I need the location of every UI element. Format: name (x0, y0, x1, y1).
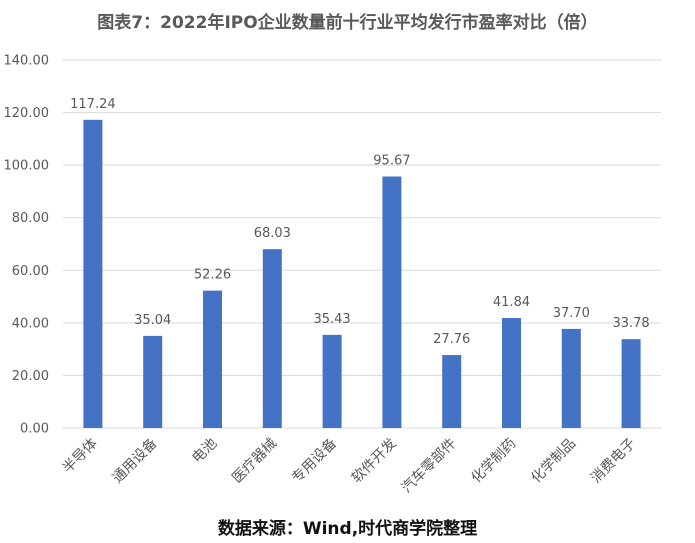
y-tick-label: 20.00 (12, 369, 49, 384)
data-label: 117.24 (70, 97, 116, 112)
data-label: 37.70 (553, 306, 590, 321)
y-tick-label: 120.00 (4, 106, 50, 121)
x-category-label: 通用设备 (109, 435, 161, 487)
source-note: 数据来源：Wind,时代商学院整理 (217, 519, 478, 539)
data-label: 27.76 (433, 332, 470, 347)
bar (502, 318, 521, 428)
x-category-label: 化学制品 (528, 436, 579, 487)
grid-lines (63, 59, 661, 429)
x-category-label: 汽车零部件 (398, 435, 460, 497)
bar (561, 328, 581, 428)
data-label: 95.67 (373, 154, 410, 169)
bar (442, 355, 462, 428)
x-category-label: 电池 (189, 436, 220, 467)
y-axis-ticks: 0.00 20.00 40.00 60.00 80.00 100.00 120.00 140.… (4, 54, 50, 437)
bars (83, 119, 641, 428)
data-label: 41.84 (493, 295, 530, 310)
bar (143, 335, 163, 428)
y-tick-label: 100.00 (4, 159, 50, 174)
x-category-label: 软件开发 (349, 436, 400, 487)
x-category-label: 化学制药 (468, 436, 519, 487)
x-category-label: 医疗器械 (229, 436, 280, 487)
data-label: 68.03 (254, 226, 291, 241)
y-tick-label: 80.00 (12, 211, 49, 226)
data-label: 33.78 (612, 316, 649, 331)
x-category-label: 半导体 (60, 436, 101, 477)
chart-title: 图表7：2022年IPO企业数量前十行业平均发行市盈率对比（倍） (97, 13, 598, 33)
bar (203, 290, 222, 428)
data-label: 35.04 (134, 313, 171, 328)
bar (382, 176, 402, 428)
bar (621, 339, 641, 428)
y-tick-label: 60.00 (12, 264, 49, 279)
y-tick-label: 140.00 (4, 54, 50, 69)
y-tick-label: 40.00 (12, 316, 49, 331)
data-label: 52.26 (194, 268, 231, 283)
bar (262, 249, 282, 428)
bar (83, 119, 103, 428)
x-category-label: 专用设备 (288, 435, 340, 487)
data-label: 35.43 (313, 312, 350, 327)
bar (322, 334, 342, 428)
x-category-label: 消费电子 (588, 436, 639, 487)
data-labels: 117.24 35.04 52.26 68.03 35.43 95.67 27.76 41.8… (70, 97, 650, 347)
y-tick-label: 0.00 (20, 422, 49, 437)
